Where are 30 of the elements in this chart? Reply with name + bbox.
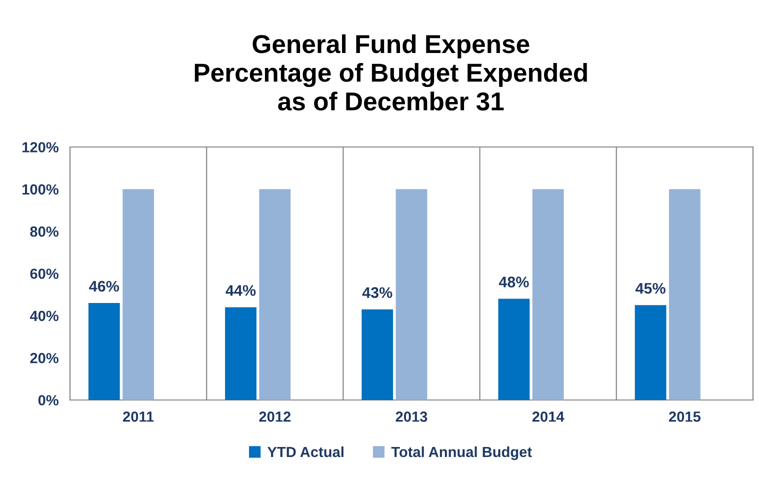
data-label: 43% [362,287,392,298]
y-tick-label: 120% [22,142,59,152]
y-tick-label: 60% [30,268,59,279]
data-label: 45% [635,282,666,294]
legend-label: Total Annual Budget [391,446,532,460]
data-label: 44% [226,285,256,296]
data-label: 48% [498,276,529,288]
y-tick-label: 20% [30,352,59,364]
chart-title: General Fund Expense Percentage of Budget Expended as of December 31 [194,34,587,111]
x-tick-label: 2015 [668,411,701,422]
y-tick-label: 100% [22,184,59,195]
bar [668,189,700,400]
bar [225,307,256,400]
bar [362,309,394,400]
data-label: 46% [89,280,120,292]
y-tick-label: 80% [30,226,59,237]
bar [532,189,564,400]
bar [634,305,666,400]
legend-label: YTD Actual [267,446,344,458]
bar [396,189,428,400]
y-tick-label: 40% [30,310,59,322]
bar [498,298,530,400]
x-tick-label: 2012 [259,411,291,422]
x-tick-label: 2013 [396,411,428,422]
y-tick-label: 0% [38,395,59,406]
bar [259,189,291,400]
x-tick-label: 2014 [532,411,564,422]
bar [88,303,120,400]
x-tick-label: 2011 [122,411,154,422]
bar [122,189,154,400]
